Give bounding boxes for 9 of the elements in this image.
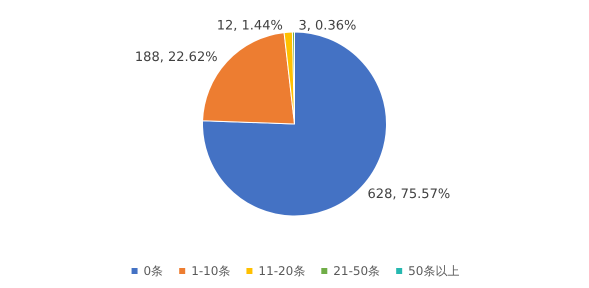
- legend-label: 0条: [144, 264, 164, 278]
- data-label: 12, 1.44%: [216, 18, 283, 34]
- legend-label: 50条以上: [408, 264, 460, 278]
- data-label: 3, 0.36%: [298, 18, 356, 34]
- data-label: 628, 75.57%: [368, 187, 450, 202]
- legend-label: 21-50条: [333, 264, 380, 278]
- data-label: 188, 22.62%: [134, 50, 218, 65]
- legend-label: 1-10条: [191, 264, 230, 278]
- legend-label: 11-20条: [258, 264, 306, 278]
